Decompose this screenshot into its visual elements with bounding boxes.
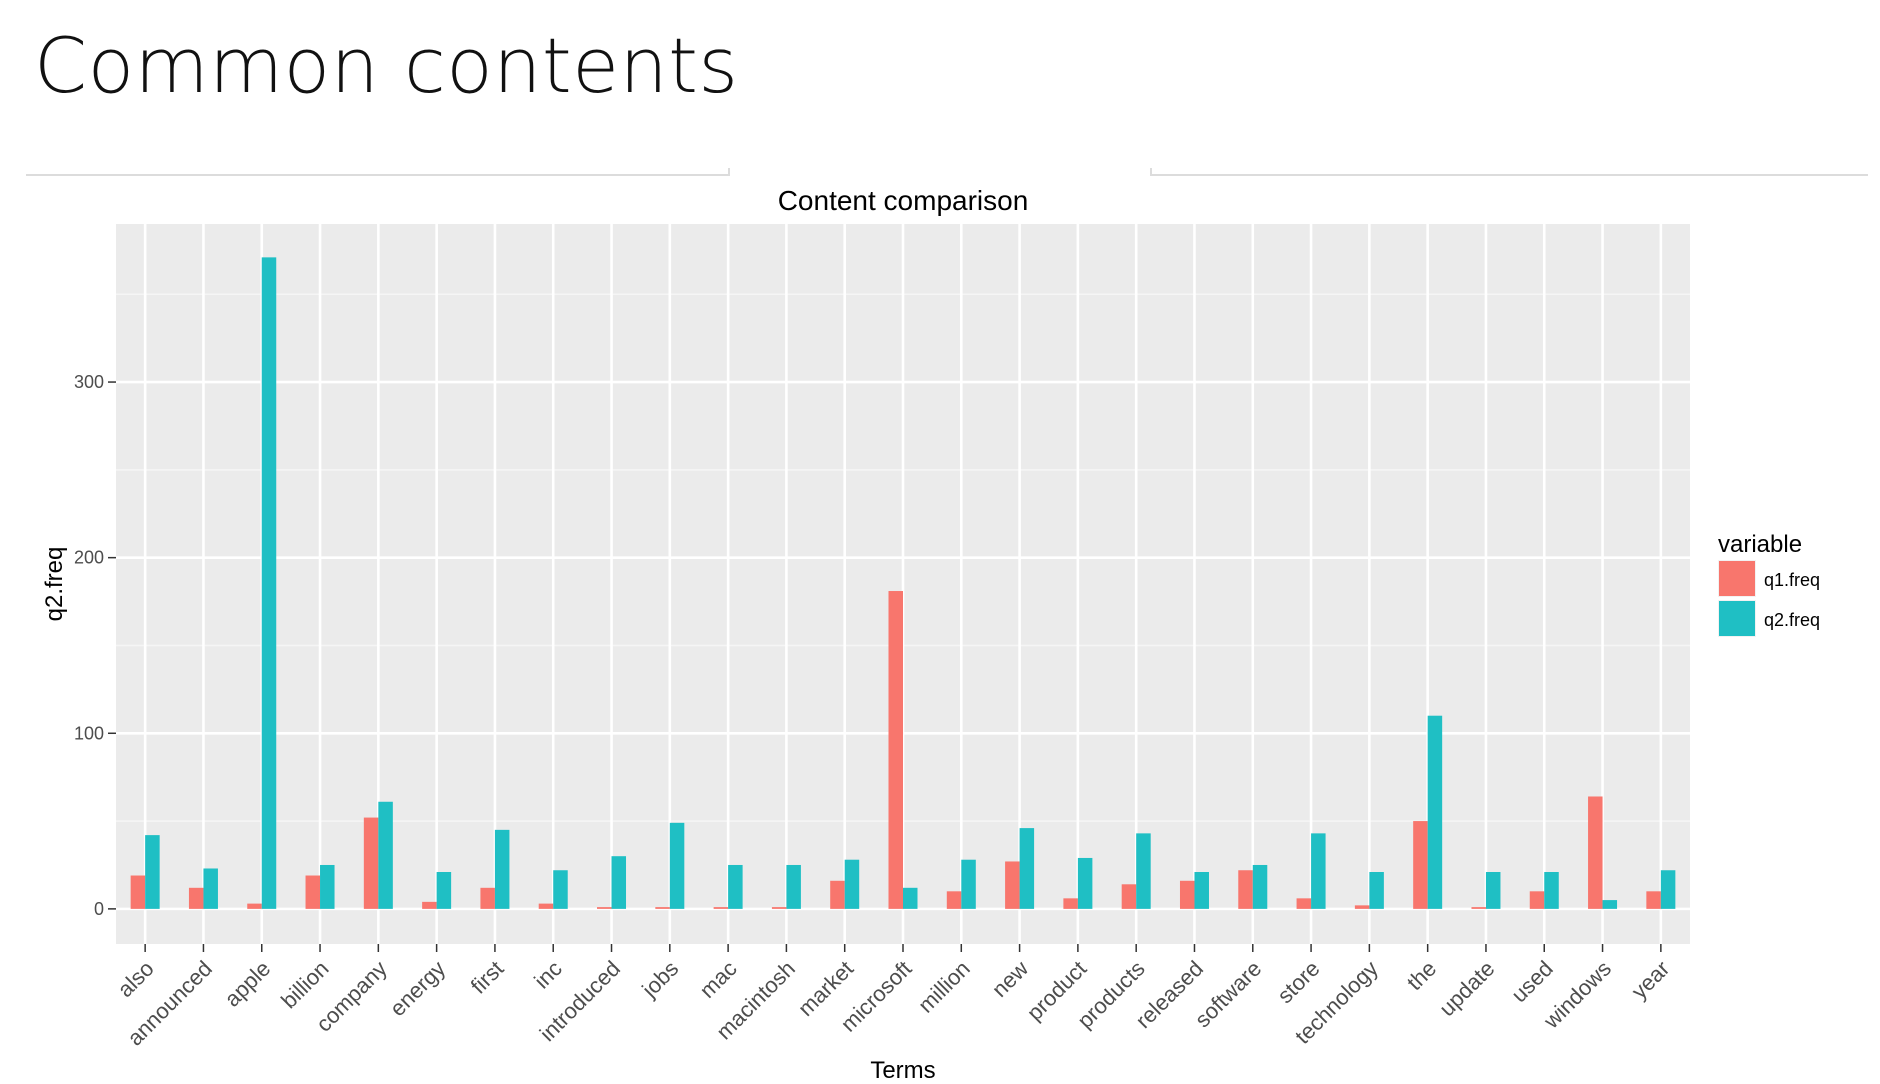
bar-q1-freq-market <box>830 880 845 909</box>
chart-title: Content comparison <box>778 185 1029 216</box>
bar-q1-freq-products <box>1121 884 1137 909</box>
bar-q1-freq-announced <box>188 887 204 909</box>
bar-q1-freq-released <box>1179 880 1195 909</box>
bar-q1-freq-update <box>1471 907 1486 909</box>
bar-q1-freq-store <box>1296 898 1312 909</box>
bar-q1-freq-introduced <box>597 907 612 909</box>
bar-q2-freq-mac <box>728 864 743 909</box>
bar-q1-freq-microsoft <box>888 591 903 909</box>
x-tick-label: jobs <box>636 956 683 1003</box>
y-axis-label: q2.freq <box>41 547 68 622</box>
bar-q2-freq-products <box>1136 833 1151 909</box>
legend: variable q1.freq q2.freq <box>1718 531 1820 637</box>
legend-key-q2-freq <box>1719 601 1755 636</box>
x-tick-label: update <box>1434 956 1499 1021</box>
divider-left <box>26 174 730 176</box>
bar-q2-freq-update <box>1485 872 1501 909</box>
legend-title: variable <box>1718 531 1802 558</box>
divider-right-tick <box>1150 168 1152 176</box>
bar-q1-freq-apple <box>247 903 262 909</box>
bar-q2-freq-product <box>1077 857 1093 909</box>
x-tick-label: used <box>1506 956 1557 1007</box>
bar-q1-freq-product <box>1063 898 1078 909</box>
bar-q1-freq-also <box>130 875 146 909</box>
bar-q2-freq-energy <box>436 872 452 909</box>
y-tick-label: 300 <box>74 372 104 392</box>
divider-right <box>1150 174 1868 176</box>
bar-q1-freq-technology <box>1354 905 1370 909</box>
x-tick-label: the <box>1402 956 1441 995</box>
bar-q2-freq-million <box>961 859 976 909</box>
y-tick-label: 200 <box>74 548 104 568</box>
bar-q2-freq-introduced <box>611 856 627 909</box>
bar-q2-freq-the <box>1427 715 1443 909</box>
bar-q1-freq-windows <box>1588 796 1603 909</box>
bar-q2-freq-microsoft <box>903 887 918 909</box>
bar-q2-freq-market <box>844 859 860 909</box>
bar-q2-freq-billion <box>320 864 335 909</box>
bar-q2-freq-also <box>145 835 160 909</box>
divider-left-tick <box>728 168 730 176</box>
bar-q1-freq-software <box>1238 870 1253 909</box>
bar-q1-freq-new <box>1005 861 1020 909</box>
x-axis-label: Terms <box>870 1057 935 1084</box>
bar-q1-freq-the <box>1413 821 1428 909</box>
bar-q2-freq-new <box>1019 828 1035 909</box>
bar-q2-freq-company <box>378 801 393 909</box>
bar-q1-freq-macintosh <box>771 907 787 909</box>
bar-q2-freq-inc <box>553 870 568 909</box>
bar-q1-freq-jobs <box>655 907 670 909</box>
bar-q1-freq-company <box>363 817 379 909</box>
x-tick-label: million <box>913 956 975 1018</box>
bar-q1-freq-mac <box>713 907 729 909</box>
bar-q2-freq-software <box>1252 864 1268 909</box>
x-tick-label: first <box>466 956 509 999</box>
bar-q1-freq-used <box>1529 891 1545 909</box>
x-tick-label: new <box>987 956 1033 1002</box>
bar-q1-freq-year <box>1646 891 1661 909</box>
legend-label-q2-freq: q2.freq <box>1764 610 1820 630</box>
x-tick-label: inc <box>529 956 567 994</box>
bar-q2-freq-released <box>1194 872 1209 909</box>
bar-q1-freq-million <box>946 891 962 909</box>
x-tick-label: year <box>1626 956 1674 1004</box>
bar-q2-freq-announced <box>203 868 218 909</box>
x-tick-label: store <box>1272 956 1324 1008</box>
bar-q2-freq-used <box>1544 872 1559 909</box>
bar-q2-freq-apple <box>261 257 277 909</box>
bar-q2-freq-windows <box>1602 900 1618 909</box>
x-tick-label: apple <box>220 956 276 1012</box>
legend-label-q1-freq: q1.freq <box>1764 570 1820 590</box>
bar-q2-freq-jobs <box>669 822 685 909</box>
bar-q1-freq-first <box>480 887 495 909</box>
legend-key-q1-freq <box>1719 561 1755 596</box>
bar-q2-freq-store <box>1311 833 1326 909</box>
bar-q2-freq-macintosh <box>786 864 801 909</box>
bar-q1-freq-inc <box>538 903 554 909</box>
x-tick-label: also <box>112 956 158 1002</box>
slide-title: Common contents <box>34 21 739 110</box>
y-tick-label: 0 <box>94 899 104 919</box>
bar-q1-freq-energy <box>422 901 437 909</box>
bars <box>130 257 1676 909</box>
y-axis: 0 100 200 300 <box>74 372 116 919</box>
bar-q2-freq-first <box>494 829 510 909</box>
bar-q1-freq-billion <box>305 875 321 909</box>
x-tick-label: mac <box>695 956 742 1003</box>
y-tick-label: 100 <box>74 723 104 743</box>
bar-q2-freq-year <box>1660 870 1676 909</box>
x-tick-label: energy <box>385 956 450 1021</box>
bar-q2-freq-technology <box>1369 872 1384 909</box>
